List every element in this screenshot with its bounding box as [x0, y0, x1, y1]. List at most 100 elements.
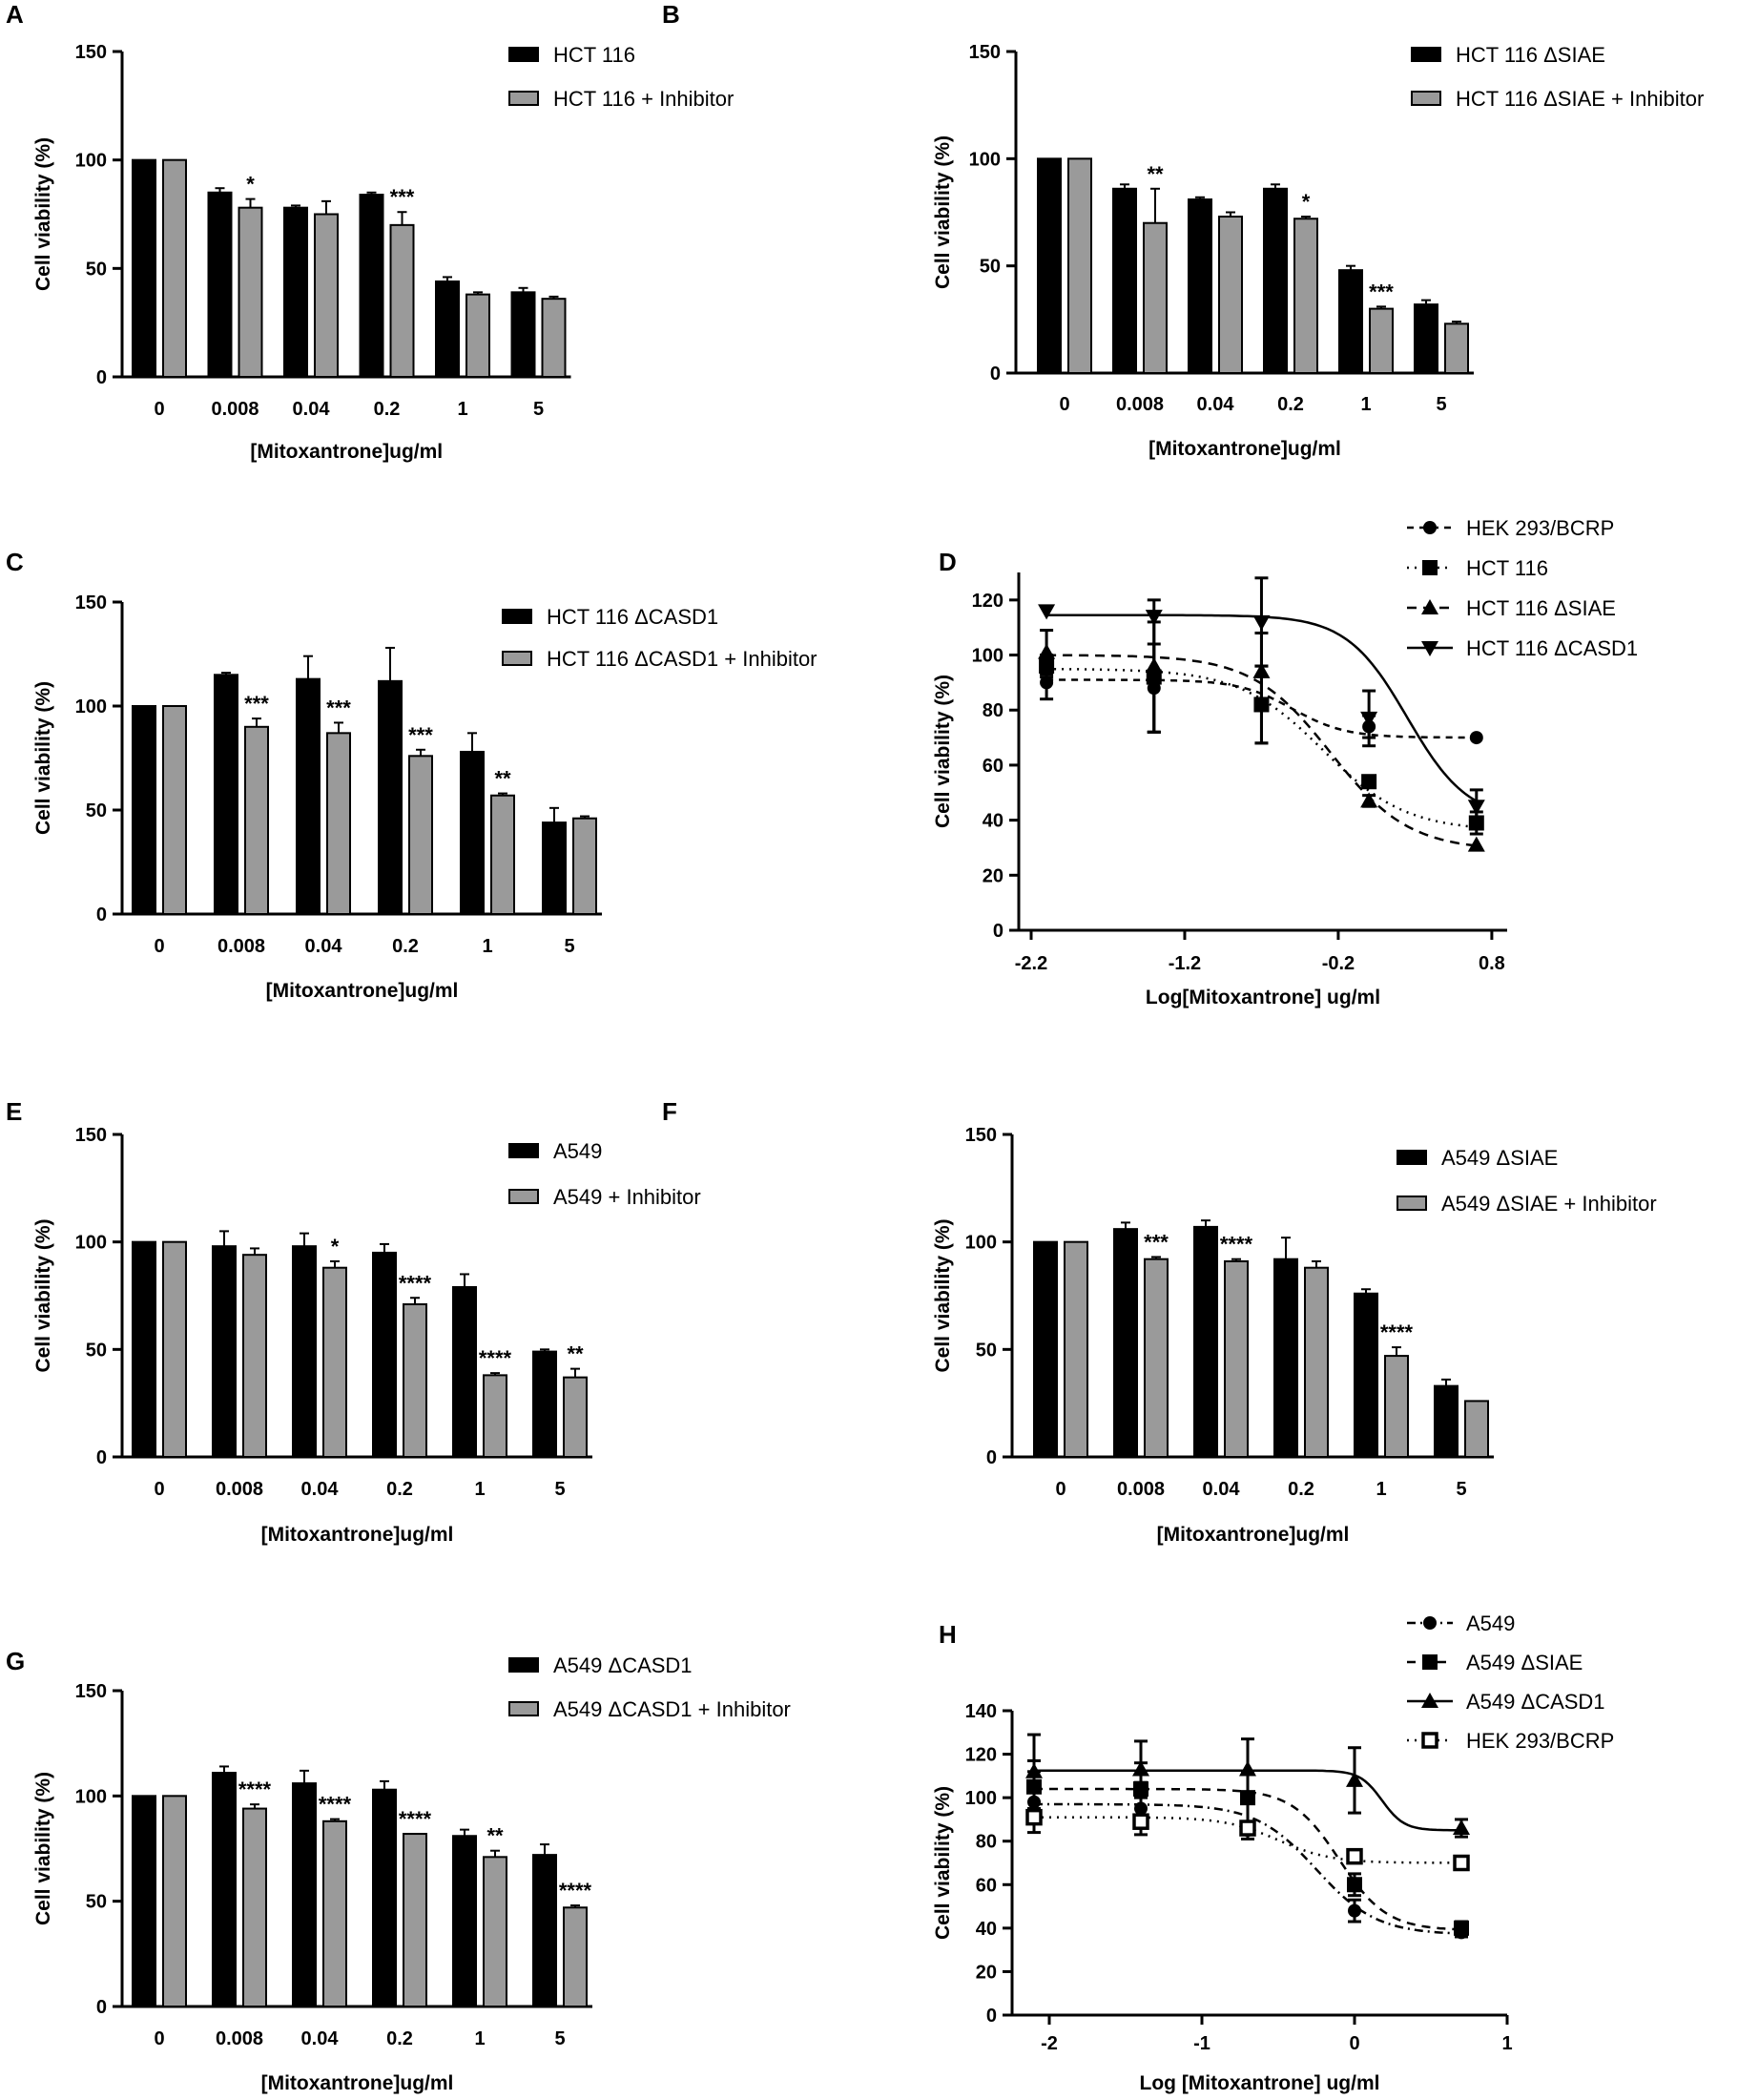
legend-marker [1421, 1732, 1438, 1749]
bar-control [296, 677, 321, 915]
significance-label: *** [326, 696, 351, 719]
y-tick-label: 50 [976, 1340, 997, 1361]
y-tick-label: 20 [976, 1962, 997, 1983]
y-tick-label: 100 [972, 646, 1003, 667]
data-point [1360, 792, 1378, 808]
significance-label: **** [1220, 1233, 1253, 1257]
data-point [1145, 657, 1163, 674]
bar-control [1033, 1240, 1058, 1458]
panel-label: H [939, 1620, 957, 1649]
x-tick-label: 0.2 [1288, 1479, 1314, 1500]
data-point [1346, 1847, 1363, 1865]
y-tick-label: 50 [980, 257, 1001, 278]
x-axis-label: [Mitoxantrone]ug/ml [261, 2072, 454, 2094]
data-point [1360, 711, 1378, 727]
x-tick-label: 5 [533, 399, 544, 420]
legend-marker [1423, 521, 1437, 534]
bar-inhibitor [466, 293, 490, 379]
data-point [1361, 774, 1377, 790]
bar-control [1193, 1225, 1218, 1458]
y-axis-label: Cell viability (%) [32, 1218, 54, 1372]
significance-label: **** [399, 1271, 432, 1295]
bar-inhibitor [244, 725, 269, 915]
x-tick-label: 0.2 [386, 2028, 413, 2049]
x-tick-label: 1 [457, 399, 467, 420]
significance-label: **** [1380, 1320, 1414, 1344]
bar-inhibitor [563, 1906, 588, 2007]
significance-label: ** [494, 767, 511, 791]
significance-label: **** [319, 1793, 352, 1817]
y-tick-label: 100 [965, 1788, 997, 1809]
panel-label: D [939, 548, 957, 576]
y-axis-label: Cell viability (%) [932, 135, 954, 289]
bar-control [1113, 1228, 1138, 1458]
bar-control [1037, 157, 1062, 374]
legend-swatch [1397, 1150, 1427, 1165]
legend-marker [1421, 599, 1438, 614]
x-tick-label: 0.8 [1479, 953, 1505, 974]
bar-control [1354, 1292, 1378, 1459]
bar-control [510, 291, 536, 378]
panel-label: F [662, 1097, 677, 1126]
bar-control [1338, 269, 1363, 374]
bar-inhibitor [483, 1856, 507, 2007]
x-axis-label: [Mitoxantrone]ug/ml [261, 1524, 454, 1546]
x-tick-label: 0.04 [1203, 1479, 1241, 1500]
legend-label: HCT 116 ΔSIAE [1456, 43, 1605, 67]
significance-label: **** [238, 1778, 272, 1801]
panel-label: B [662, 0, 680, 29]
y-tick-label: 140 [965, 1701, 997, 1722]
data-point [1467, 800, 1485, 816]
bar-inhibitor [572, 817, 597, 915]
bar-inhibitor [1064, 1240, 1088, 1458]
y-tick-label: 60 [983, 756, 1003, 777]
x-tick-label: 0 [1059, 394, 1069, 415]
x-tick-label: 0.04 [305, 936, 343, 957]
y-tick-label: 150 [965, 1125, 997, 1146]
bar-inhibitor [483, 1374, 507, 1458]
x-tick-label: 0 [154, 1479, 164, 1500]
bar-inhibitor [563, 1376, 588, 1459]
bar-inhibitor [1144, 1258, 1169, 1459]
significance-label: * [331, 1235, 340, 1258]
bar-inhibitor [403, 1833, 427, 2008]
x-tick-label: 1 [474, 2028, 485, 2049]
legend-swatch [1397, 1196, 1427, 1211]
panel-label: G [6, 1647, 25, 1675]
bar-control [132, 1240, 156, 1458]
x-axis-label: [Mitoxantrone]ug/ml [1157, 1524, 1350, 1546]
y-tick-label: 150 [75, 42, 107, 63]
bar-control [452, 1285, 477, 1459]
panel-label: A [6, 0, 24, 29]
bar-inhibitor [1304, 1266, 1329, 1458]
data-point [1025, 1808, 1043, 1826]
significance-label: **** [399, 1807, 432, 1831]
legend-swatch [508, 47, 539, 62]
x-tick-label: 1 [1360, 394, 1371, 415]
bar-control [359, 194, 384, 378]
bar-control [1273, 1258, 1298, 1459]
bar-inhibitor [242, 1254, 267, 1458]
data-point [1467, 836, 1485, 852]
significance-label: *** [390, 185, 415, 209]
bar-control [132, 158, 156, 378]
y-tick-label: 0 [986, 1447, 997, 1468]
significance-label: **** [559, 1879, 592, 1902]
x-tick-label: 0.2 [386, 1479, 413, 1500]
legend-swatch [1411, 47, 1441, 62]
data-point [1454, 1920, 1469, 1936]
legend-marker [1422, 1654, 1438, 1670]
legend-label: HEK 293/BCRP [1466, 1729, 1614, 1753]
significance-label: ** [567, 1342, 584, 1366]
y-tick-label: 0 [986, 2006, 997, 2027]
data-point [1453, 1819, 1470, 1836]
legend-label: HCT 116 ΔCASD1 [547, 605, 718, 629]
y-tick-label: 150 [75, 1125, 107, 1146]
legend-swatch [1411, 91, 1441, 106]
y-tick-label: 100 [75, 697, 107, 717]
bar-control [372, 1251, 397, 1459]
y-tick-label: 150 [969, 42, 1001, 63]
y-tick-label: 120 [972, 591, 1003, 612]
y-tick-label: 50 [86, 1340, 107, 1361]
